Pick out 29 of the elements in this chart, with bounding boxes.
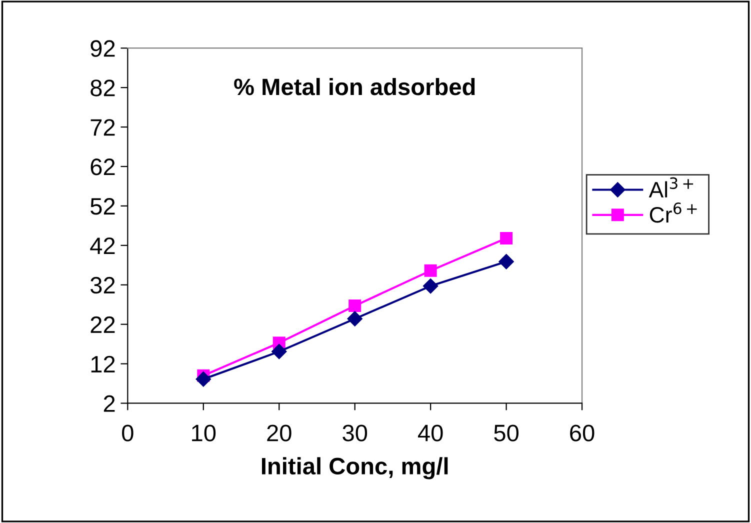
y-tick-label: 62 [90, 158, 115, 176]
x-tick-label: 0 [122, 424, 134, 442]
point [272, 344, 287, 360]
point [348, 300, 362, 312]
x-tick-label: 40 [418, 424, 443, 442]
x-tick-label: 30 [342, 424, 368, 442]
x-tick-label: 10 [192, 424, 216, 442]
x-axis-title: Initial Conc, mg/l [262, 457, 448, 480]
point [347, 311, 362, 326]
y-tick-label: 22 [90, 316, 115, 333]
text: % Metal ion adsorbed [234, 78, 475, 96]
y-tick-label: 72 [90, 119, 115, 136]
point [423, 278, 438, 294]
y-tick-label: 52 [90, 198, 115, 215]
point [196, 372, 211, 387]
y-tick-label: 82 [90, 80, 115, 96]
y-tick-label: 92 [90, 40, 115, 57]
y-tick-label: 32 [90, 276, 115, 294]
point [424, 264, 437, 277]
y-tick-label: 2 [104, 395, 115, 412]
point [500, 232, 513, 245]
y-tick-label: 12 [91, 356, 115, 372]
x-tick-label: 20 [267, 424, 292, 442]
x-tick-label: 50 [494, 424, 519, 442]
legend-label: Al$^{3+}$ [648, 177, 694, 198]
x-tick-label: 60 [570, 424, 594, 442]
point [498, 254, 514, 270]
y-tick-label: 42 [90, 237, 115, 254]
legend-label: Cr$^{6+}$ [650, 202, 697, 223]
